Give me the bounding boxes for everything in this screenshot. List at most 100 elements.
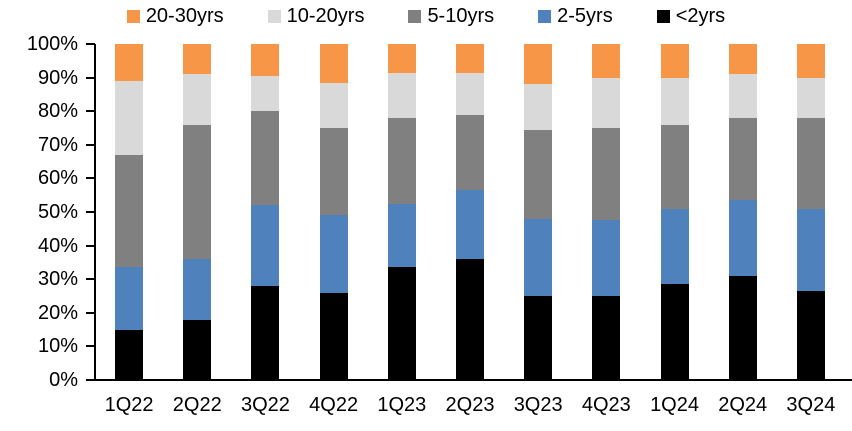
bar-segment <box>387 267 416 380</box>
bar-segment <box>456 259 484 380</box>
bar-segment <box>251 75 280 112</box>
chart-legend: 20-30yrs 10-20yrs 5-10yrs 2-5yrs <2yrs <box>0 3 852 29</box>
bar-segment <box>796 77 825 118</box>
legend-label: <2yrs <box>675 5 726 27</box>
x-axis-label: 1Q23 <box>377 394 427 416</box>
bar-column <box>456 44 484 380</box>
bar-segment <box>524 296 553 380</box>
y-axis-tick <box>86 345 95 348</box>
bar-segment <box>183 319 212 380</box>
bar-segment <box>524 84 553 130</box>
bar-column <box>728 44 757 380</box>
bar-segment <box>183 124 212 260</box>
bar-segment <box>728 74 757 118</box>
bar-segment <box>115 81 144 155</box>
y-axis-label: 60% <box>37 167 78 190</box>
bar-segment <box>183 259 212 320</box>
bar-column <box>251 44 280 380</box>
legend-swatch-icon <box>408 9 422 23</box>
bar-segment <box>728 117 757 201</box>
bar-segment <box>796 117 825 209</box>
bar-segment <box>592 128 621 221</box>
y-axis-label: 90% <box>37 66 78 89</box>
bar-segment <box>660 44 689 78</box>
x-axis-label: 1Q22 <box>104 394 154 416</box>
legend-item: <2yrs <box>656 3 726 29</box>
bar-column <box>319 44 348 380</box>
bar-segment <box>592 296 621 380</box>
x-axis-label: 4Q22 <box>309 394 359 416</box>
bar-segment <box>115 154 144 268</box>
x-axis-label: 3Q23 <box>513 394 563 416</box>
legend-item: 20-30yrs <box>126 3 224 29</box>
y-axis-label: 70% <box>37 133 78 156</box>
bar-segment <box>728 275 757 380</box>
legend-swatch-icon <box>126 9 140 23</box>
legend-label: 5-10yrs <box>427 5 495 27</box>
y-axis-label: 30% <box>37 268 78 291</box>
y-axis-label: 10% <box>37 335 78 358</box>
bar-segment <box>728 200 757 276</box>
bar-segment <box>456 114 484 191</box>
bar-segment <box>524 129 553 219</box>
x-axis-label: 3Q24 <box>786 394 836 416</box>
y-axis-tick <box>86 311 95 314</box>
bar-segment <box>660 124 689 209</box>
bar-segment <box>796 290 825 380</box>
bar-segment <box>456 190 484 260</box>
legend-item: 2-5yrs <box>538 3 613 29</box>
bar-segment <box>524 44 553 85</box>
bar-segment <box>387 117 416 204</box>
bar-column <box>524 44 553 380</box>
x-axis-label: 2Q22 <box>172 394 222 416</box>
y-axis-line <box>94 44 96 381</box>
bar-segment <box>319 44 348 83</box>
bar-column <box>660 44 689 380</box>
y-axis-label: 50% <box>37 201 78 223</box>
bar-segment <box>115 44 144 81</box>
y-axis-label: 100% <box>26 33 78 55</box>
bar-column <box>115 44 144 380</box>
bar-segment <box>183 74 212 125</box>
bar-segment <box>319 215 348 293</box>
y-axis-label: 0% <box>49 369 78 391</box>
bar-segment <box>456 72 484 115</box>
x-axis-label: 4Q23 <box>581 394 631 416</box>
legend-label: 10-20yrs <box>286 5 365 27</box>
bar-segment <box>115 329 144 380</box>
legend-item: 10-20yrs <box>267 3 365 29</box>
x-axis-line <box>86 379 852 381</box>
x-axis-label: 2Q23 <box>445 394 495 416</box>
x-axis-label: 1Q24 <box>650 394 699 416</box>
y-axis-tick <box>86 110 95 113</box>
bar-segment <box>796 44 825 78</box>
bar-segment <box>524 218 553 296</box>
bar-segment <box>387 203 416 268</box>
legend-label: 20-30yrs <box>145 5 224 27</box>
bar-segment <box>660 284 689 380</box>
y-axis-tick <box>86 244 95 247</box>
x-axis-label: 3Q22 <box>240 394 290 416</box>
bar-segment <box>319 292 348 380</box>
bar-segment <box>592 220 621 296</box>
y-axis-label: 80% <box>37 100 78 123</box>
bar-segment <box>387 72 416 118</box>
bar-segment <box>592 77 621 129</box>
bar-segment <box>660 77 689 125</box>
bar-column <box>183 44 212 380</box>
bar-segment <box>115 267 144 330</box>
y-axis-tick <box>86 143 95 146</box>
bar-segment <box>796 208 825 291</box>
legend-label: 2-5yrs <box>557 5 613 27</box>
y-axis-tick <box>86 43 95 45</box>
bar-segment <box>387 44 416 73</box>
legend-swatch-icon <box>267 9 281 23</box>
bar-segment <box>183 44 212 75</box>
legend-swatch-icon <box>538 9 552 23</box>
bar-segment <box>728 44 757 75</box>
bar-column <box>592 44 621 380</box>
bar-segment <box>251 285 280 380</box>
y-axis-tick <box>86 379 95 381</box>
bar-segment <box>251 44 280 76</box>
